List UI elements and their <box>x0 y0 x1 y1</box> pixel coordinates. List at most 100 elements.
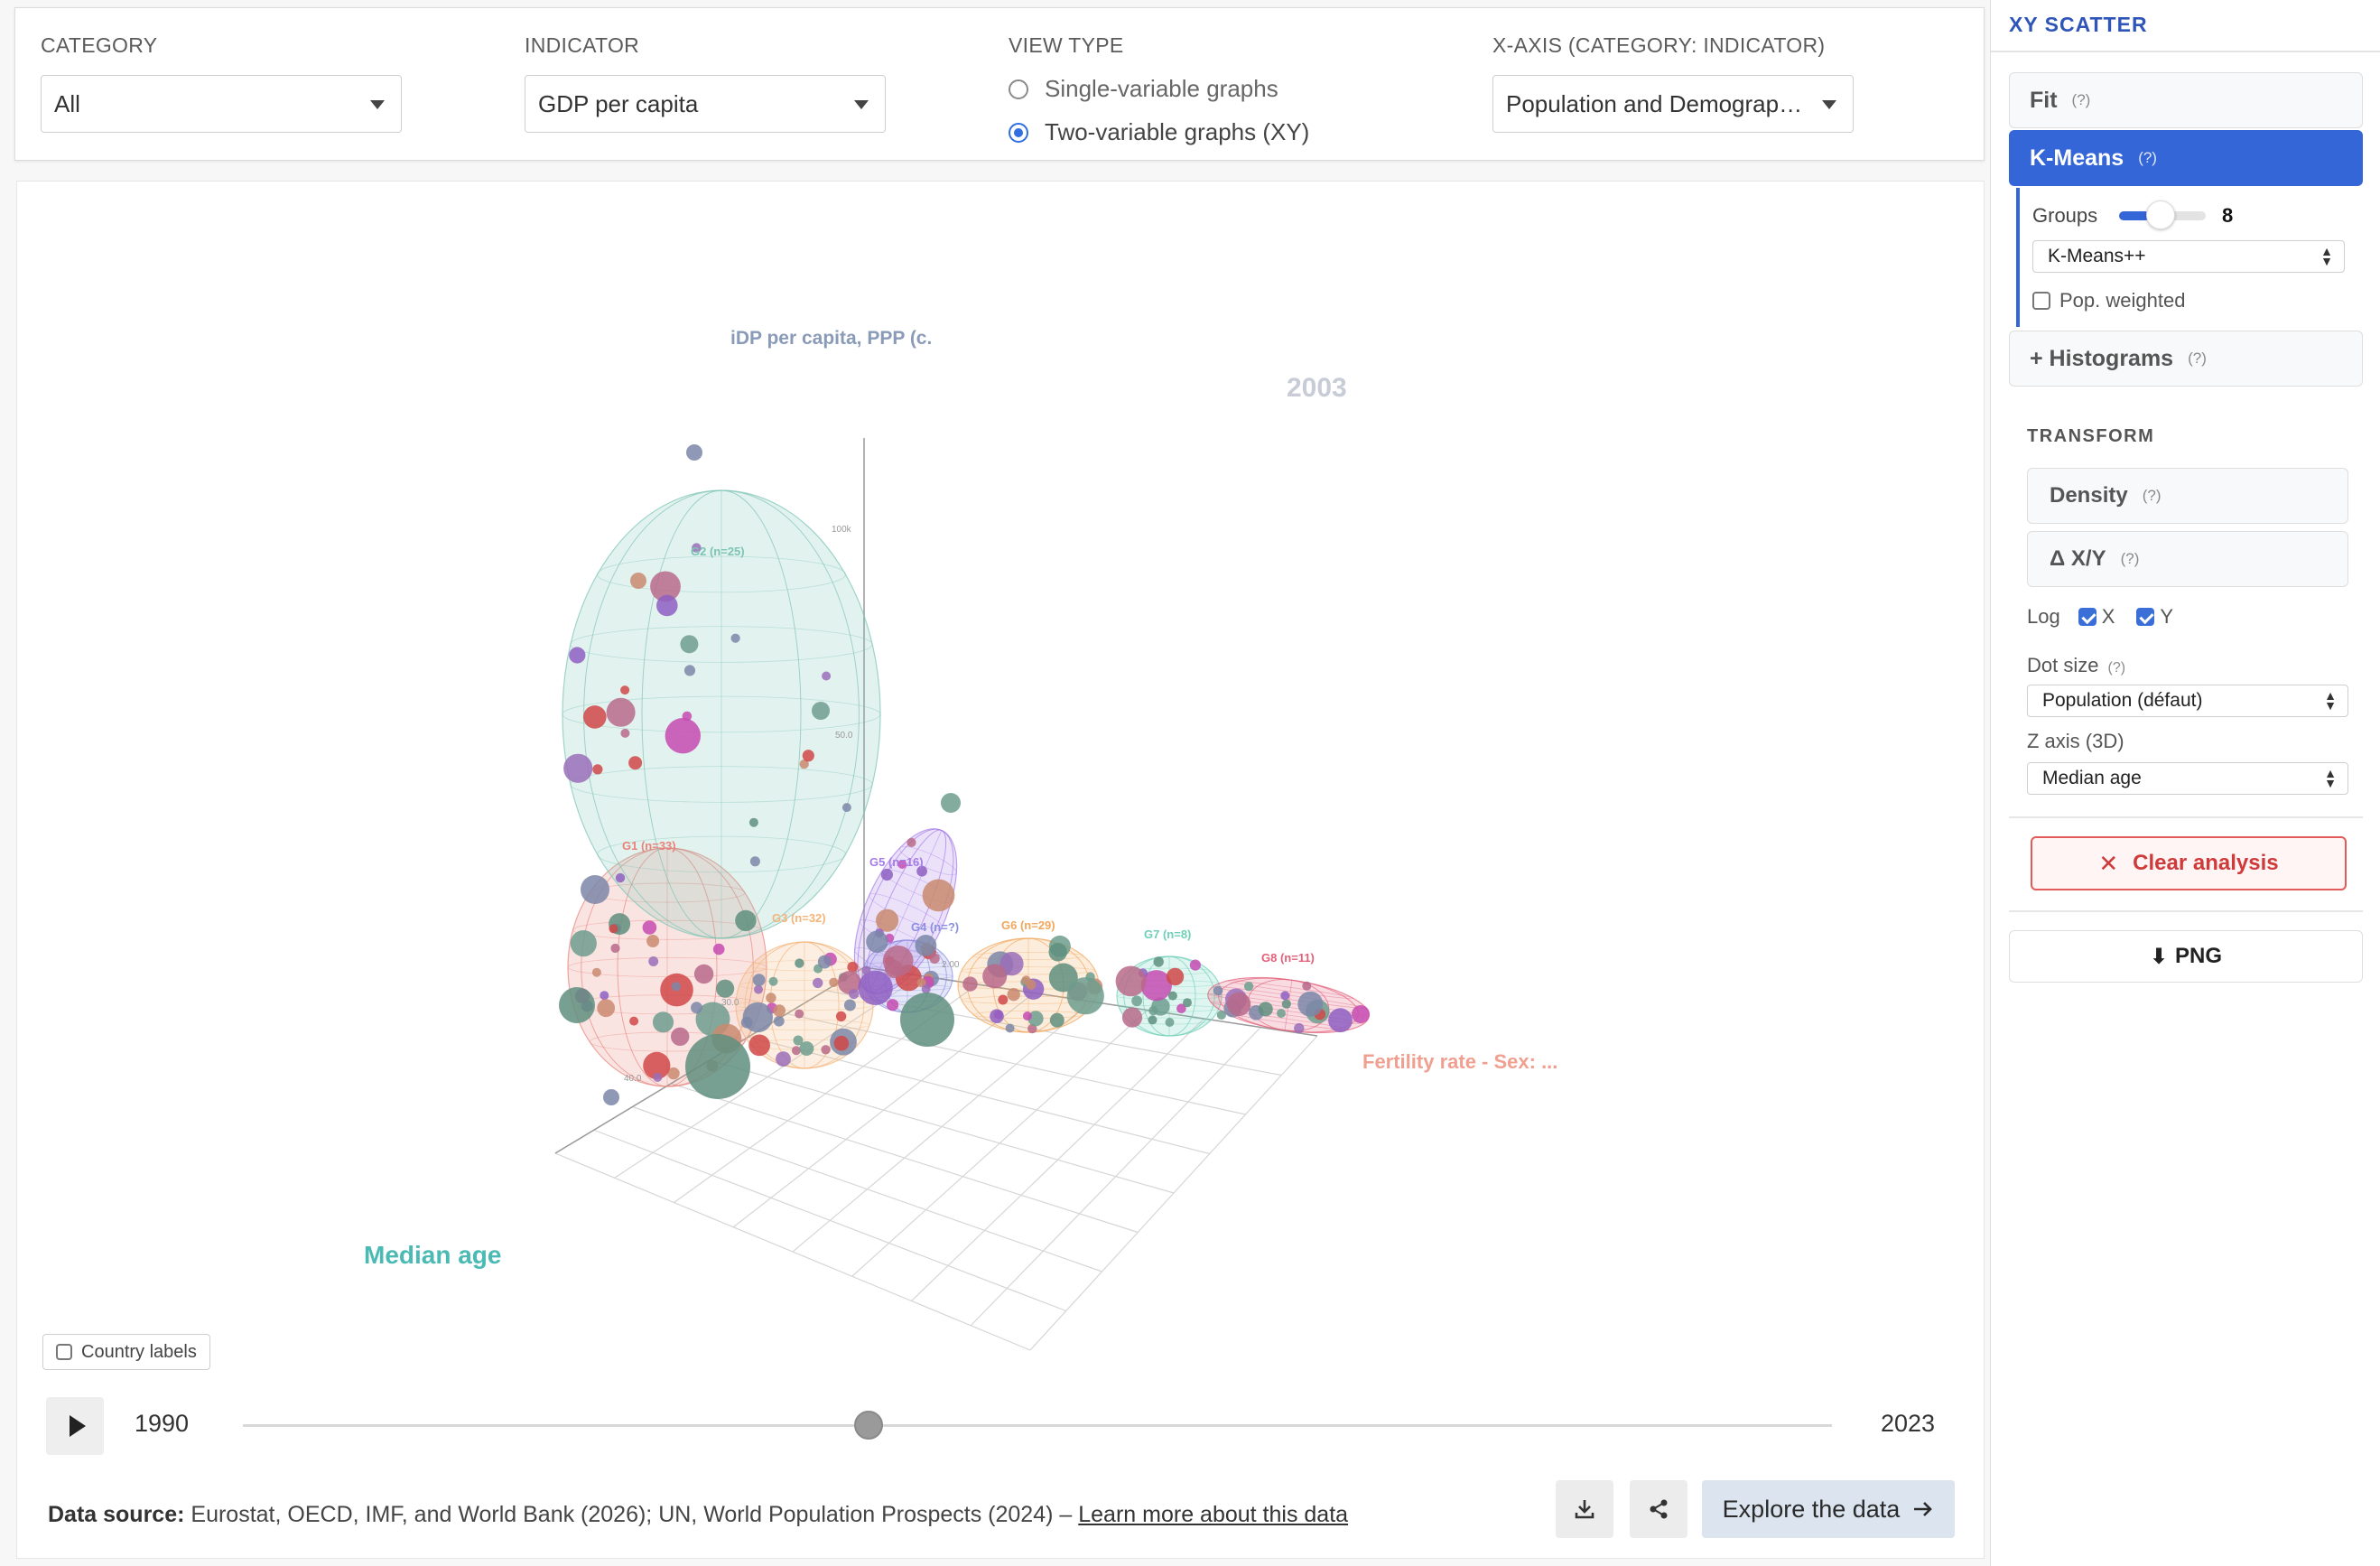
checkbox-icon[interactable] <box>2032 292 2050 310</box>
data-point[interactable] <box>773 1004 786 1017</box>
groups-slider-thumb[interactable] <box>2145 200 2175 229</box>
data-point[interactable] <box>1189 959 1201 971</box>
data-point[interactable] <box>1216 1010 1226 1020</box>
radio-selected-icon[interactable] <box>1009 122 1028 143</box>
data-point[interactable] <box>837 971 861 994</box>
data-point[interactable] <box>712 943 725 955</box>
data-point[interactable] <box>1140 970 1172 1002</box>
histograms-button[interactable]: + Histograms (?) <box>2009 331 2363 387</box>
x-axis-select[interactable]: Population and Demograph... <box>1492 75 1854 133</box>
fit-button[interactable]: Fit (?) <box>2009 72 2363 128</box>
data-point[interactable] <box>835 1011 847 1022</box>
data-point[interactable] <box>716 979 735 998</box>
download-button[interactable] <box>1556 1480 1613 1538</box>
data-point[interactable] <box>581 875 609 904</box>
data-point[interactable] <box>795 958 804 968</box>
data-point[interactable] <box>1131 995 1142 1007</box>
data-point[interactable] <box>1007 988 1020 1002</box>
kmeans-button[interactable]: K-Means (?) <box>2009 130 2363 186</box>
data-point[interactable] <box>628 756 643 770</box>
play-button[interactable] <box>46 1397 104 1455</box>
data-point[interactable] <box>813 977 823 989</box>
density-button[interactable]: Density (?) <box>2027 468 2348 524</box>
radio-icon[interactable] <box>1009 79 1028 99</box>
data-point[interactable] <box>630 573 646 589</box>
data-point[interactable] <box>793 1035 804 1046</box>
data-point[interactable] <box>609 924 618 934</box>
data-point[interactable] <box>730 633 740 643</box>
data-point[interactable] <box>646 935 660 947</box>
data-point[interactable] <box>691 1002 702 1014</box>
data-point[interactable] <box>1166 967 1185 986</box>
data-point[interactable] <box>812 702 830 720</box>
data-point[interactable] <box>600 991 609 1001</box>
dot-size-select[interactable]: Population (défaut) ▲ ▼ <box>2027 685 2348 717</box>
data-point[interactable] <box>1243 982 1254 992</box>
data-point[interactable] <box>629 1016 639 1026</box>
data-point[interactable] <box>1022 1011 1032 1021</box>
data-point[interactable] <box>583 705 607 729</box>
data-point[interactable] <box>650 571 681 602</box>
data-point[interactable] <box>841 803 851 813</box>
data-point[interactable] <box>858 970 893 1005</box>
data-point[interactable] <box>1352 1005 1370 1023</box>
data-point[interactable] <box>1213 985 1223 996</box>
data-point[interactable] <box>692 543 702 553</box>
help-icon[interactable]: (?) <box>2138 149 2157 166</box>
data-point[interactable] <box>1048 943 1067 962</box>
radio-two-variable[interactable]: Two-variable graphs (XY) <box>1009 118 1309 146</box>
data-point[interactable] <box>922 879 955 912</box>
data-point[interactable] <box>833 1035 850 1051</box>
scatter-3d-chart[interactable]: 100k 50.0 40.0 30.0 2.00 G1 (n=33) G2 (n=… <box>17 182 1985 1560</box>
data-point[interactable] <box>900 993 954 1047</box>
data-point[interactable] <box>563 753 593 783</box>
data-point[interactable] <box>603 1089 619 1105</box>
help-icon[interactable]: (?) <box>2107 660 2126 676</box>
data-point[interactable] <box>866 930 888 953</box>
data-point[interactable] <box>829 977 839 987</box>
data-point[interactable] <box>693 964 714 984</box>
radio-single-variable[interactable]: Single-variable graphs <box>1009 75 1278 103</box>
data-point[interactable] <box>1026 979 1037 990</box>
data-point[interactable] <box>1258 1002 1273 1017</box>
data-point[interactable] <box>915 935 937 956</box>
data-point[interactable] <box>802 750 814 762</box>
data-point[interactable] <box>1005 1023 1015 1033</box>
data-point[interactable] <box>1281 999 1291 1009</box>
data-point[interactable] <box>1115 965 1147 997</box>
data-point[interactable] <box>768 976 778 986</box>
z-axis-select[interactable]: Median age ▲ ▼ <box>2027 762 2348 795</box>
data-point[interactable] <box>1277 1009 1286 1018</box>
data-point[interactable] <box>671 982 681 992</box>
data-point[interactable] <box>990 1009 1004 1023</box>
log-y-checkbox[interactable] <box>2136 608 2155 626</box>
data-point[interactable] <box>847 961 859 973</box>
data-point[interactable] <box>752 974 766 986</box>
data-point[interactable] <box>652 1011 674 1033</box>
data-point[interactable] <box>776 1051 791 1067</box>
png-export-button[interactable]: ⬇ PNG <box>2009 930 2363 983</box>
data-point[interactable] <box>962 976 978 992</box>
data-point[interactable] <box>597 999 616 1018</box>
timeline-slider-track[interactable] <box>243 1424 1832 1427</box>
data-point[interactable] <box>1153 956 1164 967</box>
data-point[interactable] <box>843 999 856 1011</box>
data-point[interactable] <box>620 728 630 738</box>
data-point[interactable] <box>1049 1012 1064 1028</box>
data-point[interactable] <box>906 837 916 848</box>
data-point[interactable] <box>1302 981 1312 991</box>
data-point[interactable] <box>941 793 961 813</box>
data-point[interactable] <box>1066 977 1104 1015</box>
data-point[interactable] <box>916 978 926 988</box>
data-point[interactable] <box>592 764 603 775</box>
help-icon[interactable]: (?) <box>2142 487 2162 504</box>
data-point[interactable] <box>686 444 702 461</box>
learn-more-link[interactable]: Learn more about this data <box>1078 1502 1349 1527</box>
data-point[interactable] <box>982 964 1008 989</box>
data-point[interactable] <box>795 1009 804 1019</box>
data-point[interactable] <box>1294 1022 1305 1034</box>
data-point[interactable] <box>643 1051 671 1079</box>
data-point[interactable] <box>861 965 871 975</box>
data-point[interactable] <box>748 817 758 827</box>
data-point[interactable] <box>653 1073 663 1082</box>
